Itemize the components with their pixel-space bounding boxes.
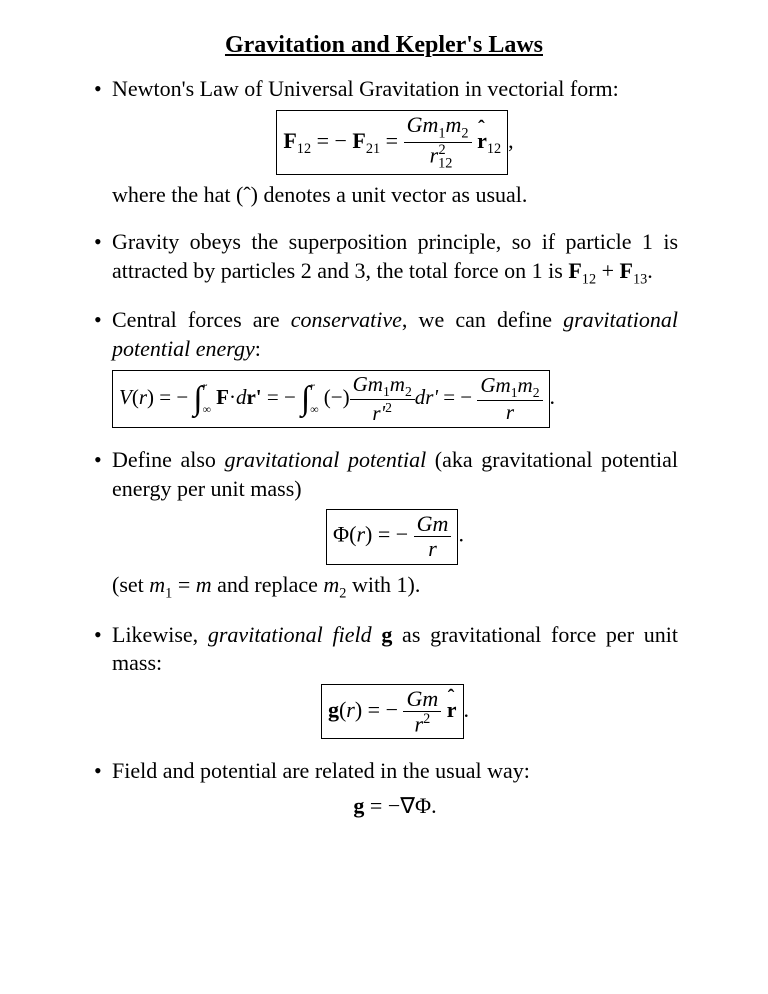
equation-grad: g = −∇Φ. — [112, 792, 678, 821]
page-title: Gravitation and Kepler's Laws — [90, 30, 678, 61]
list-item: Field and potential are related in the u… — [90, 757, 678, 820]
text: Define also — [112, 447, 225, 472]
list-item: Gravity obeys the superposition principl… — [90, 228, 678, 289]
list-item: Likewise, gravitational field g as gravi… — [90, 621, 678, 740]
text: where the hat (ˆ) denotes a unit vector … — [112, 182, 527, 207]
equation-newton: F12 = − F21 = Gm1m2 r122 r12 , — [112, 110, 678, 176]
list-item: Central forces are conservative, we can … — [90, 306, 678, 427]
equation-potential-energy: V(r) = − ∫r∞ F·dr' = − ∫r∞ (−) Gm1m2 r'2… — [112, 370, 678, 428]
bullet-list: Newton's Law of Universal Gravitation in… — [90, 75, 678, 820]
list-item: Newton's Law of Universal Gravitation in… — [90, 75, 678, 210]
text: Field and potential are related in the u… — [112, 758, 530, 783]
text: Central forces are — [112, 307, 291, 332]
text: Newton's Law of Universal Gravitation in… — [112, 76, 619, 101]
equation-phi: Φ(r) = − Gm r . — [112, 509, 678, 564]
text: Likewise, — [112, 622, 208, 647]
list-item: Define also gravitational potential (aka… — [90, 446, 678, 603]
equation-g-field: g(r) = − Gm r2 r . — [112, 684, 678, 740]
